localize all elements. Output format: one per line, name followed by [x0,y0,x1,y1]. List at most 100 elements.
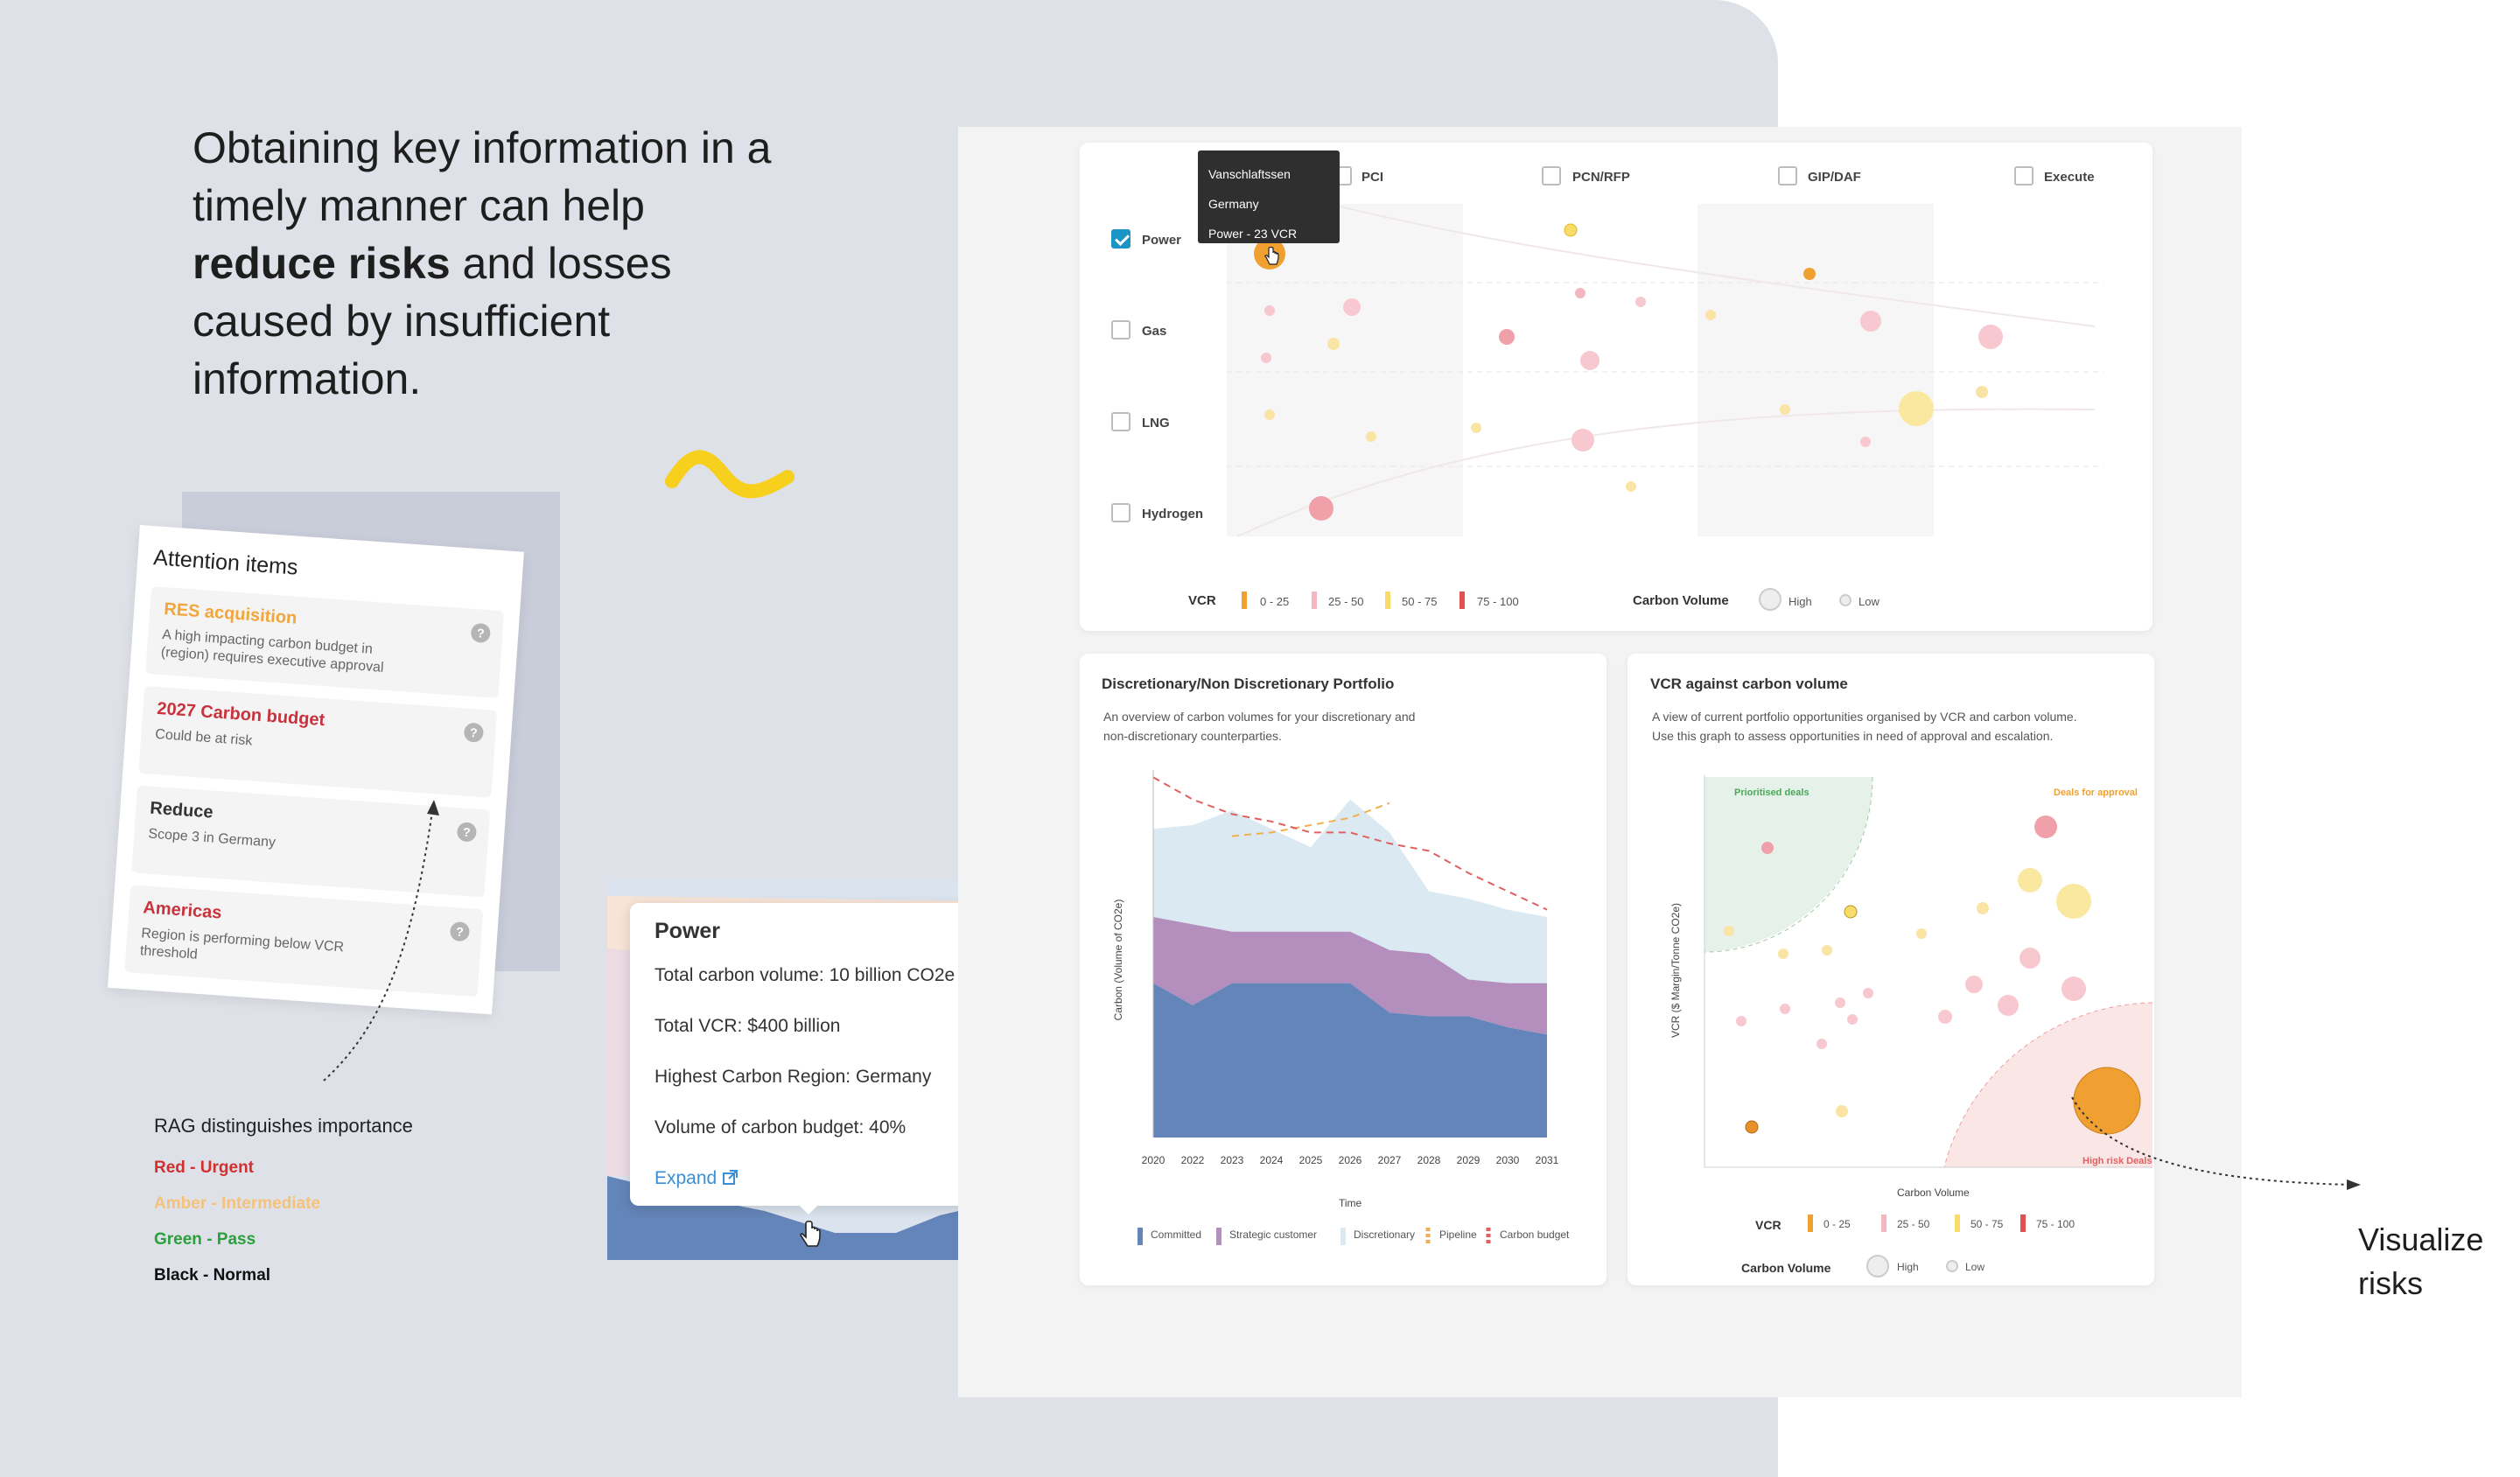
legend-item: 0 - 25 [1824,1218,1851,1230]
legend-item: 25 - 50 [1897,1218,1930,1230]
legend-volume-title: Carbon Volume [1741,1261,1831,1275]
vcr-desc: A view of current portfolio opportunitie… [1652,710,2077,724]
row-label: Gas [1142,324,1167,339]
legend-item: Discretionary [1354,1228,1416,1241]
volume-high-swatch [1866,1255,1889,1278]
stage-checkbox-pcn[interactable] [1542,166,1561,186]
legend-item: 50 - 75 [1970,1218,2004,1230]
zone-label-prioritised: Prioritised deals [1734,788,1810,798]
rag-item: Green - Pass [154,1230,256,1249]
legend-item: 25 - 50 [1328,595,1364,608]
bubble-tooltip: Vanschlaftssen Germany Power - 23 VCR [1198,150,1340,243]
headline-line: reduce risks and losses [192,234,822,292]
volume-high-swatch [1759,588,1782,611]
legend-swatch [1312,592,1317,609]
stage-bubble-chart [1227,177,2104,537]
legend-item: Pipeline [1439,1228,1477,1241]
hand-cursor-icon [800,1220,821,1247]
row-checkbox-gas[interactable] [1111,320,1130,340]
legend-item: 75 - 100 [2036,1218,2076,1230]
dotted-arrow [2071,1096,2361,1190]
portfolio-desc: non-discretionary counterparties. [1103,729,1282,743]
portfolio-desc: An overview of carbon volumes for your d… [1103,710,1416,724]
legend-swatch [2020,1214,2026,1232]
vcr-scatter-chart [1704,775,2152,1168]
power-popup-line: Highest Carbon Region: Germany [654,1067,932,1087]
expand-link[interactable]: Expand [654,1168,959,1189]
legend-item: 50 - 75 [1402,595,1438,608]
legend-item: 0 - 25 [1260,595,1290,608]
rag-item: Amber - Intermediate [154,1194,321,1213]
headline-line: caused by insufficient [192,297,611,346]
rag-item: Red - Urgent [154,1158,254,1177]
headline-line: timely manner can help [192,181,645,230]
volume-low-swatch [1839,594,1852,606]
legend-vcr-title: VCR [1188,593,1216,608]
legend-vcr-title: VCR [1755,1218,1782,1232]
legend-volume-title: Carbon Volume [1633,593,1729,608]
portfolio-legend-swatches [1138,1228,1491,1245]
expand-label: Expand [654,1168,718,1188]
x-tick-label: 2029 [1457,1154,1480,1166]
area-strategic-customer [1153,917,1547,1035]
area-discretionary [1153,799,1547,984]
line-carbon-budget [1152,776,1548,911]
legend-item: Carbon budget [1500,1228,1570,1241]
x-tick-label: 2023 [1221,1154,1244,1166]
stage-checkbox-execute[interactable] [2014,166,2034,186]
vcr-title: VCR against carbon volume [1650,676,1848,692]
vcr-xlabel: Carbon Volume [1897,1186,1970,1199]
portfolio-title: Discretionary/Non Discretionary Portfoli… [1102,676,1395,692]
tooltip-line: Vanschlaftssen [1208,167,1291,181]
visualize-risks-label: Visualize risks [2358,1218,2483,1306]
x-tick-label: 2030 [1496,1154,1520,1166]
power-popup-title: Power [654,919,721,943]
power-popup-line: Total carbon volume: 10 billion CO2e [654,965,956,985]
row-label: LNG [1142,416,1170,430]
dotted-arrow [323,800,439,1082]
stage-label: PCI [1362,170,1384,185]
stage-checkbox-gip[interactable] [1778,166,1797,186]
x-tick-label: 2031 [1536,1154,1559,1166]
x-tick-label: 2025 [1299,1154,1323,1166]
stage-label: GIP/DAF [1808,170,1861,185]
visualize-line: Visualize [2358,1222,2484,1257]
row-checkbox-power[interactable] [1111,229,1130,248]
attention-item-desc: A high impacting carbon budget in (regio… [160,627,385,676]
legend-item: Low [1858,595,1880,608]
x-tick-label: 2027 [1378,1154,1402,1166]
zone-label-risk: High risk Deals [2082,1156,2152,1166]
external-link-icon [723,1170,738,1185]
legend-item: High [1788,595,1812,608]
headline: Obtaining key information in a timely ma… [192,119,822,408]
row-checkbox-lng[interactable] [1111,412,1130,431]
legend-swatch [1881,1214,1886,1232]
zone-label-approval: Deals for approval [2054,788,2138,798]
x-tick-label: 2020 [1142,1154,1166,1166]
row-label: Hydrogen [1142,507,1204,522]
headline-line: Obtaining key information in a [192,123,772,172]
vcr-card [1628,654,2154,1285]
legend-item: Committed [1151,1228,1202,1241]
power-popup: Power Total carbon volume: 10 billion CO… [630,903,984,1206]
portfolio-ylabel: Carbon (Volume of CO2e) [1112,899,1124,1021]
row-checkbox-hydrogen[interactable] [1111,503,1130,522]
attention-item[interactable]: 2027 Carbon budget Could be at risk ? [138,685,498,798]
attention-title: Attention items [152,545,299,580]
squiggle-decoration [665,450,794,499]
rag-item: Black - Normal [154,1266,271,1284]
legend-item: High [1897,1261,1919,1273]
headline-rest: and losses [450,239,672,288]
row-label: Power [1142,233,1182,248]
x-tick-label: 2026 [1339,1154,1362,1166]
headline-line: information. [192,354,422,403]
popup-tail [798,1204,819,1214]
attention-item[interactable]: RES acquisition A high impacting carbon … [145,586,505,699]
area-committed [1153,983,1547,1138]
x-tick-label: 2022 [1181,1154,1205,1166]
power-popup-line: Volume of carbon budget: 40% [654,1117,906,1138]
line-pipeline [1231,802,1390,837]
legend-swatch [1242,592,1247,609]
legend-swatch [1808,1214,1813,1232]
portfolio-xlabel: Time [1339,1197,1362,1209]
